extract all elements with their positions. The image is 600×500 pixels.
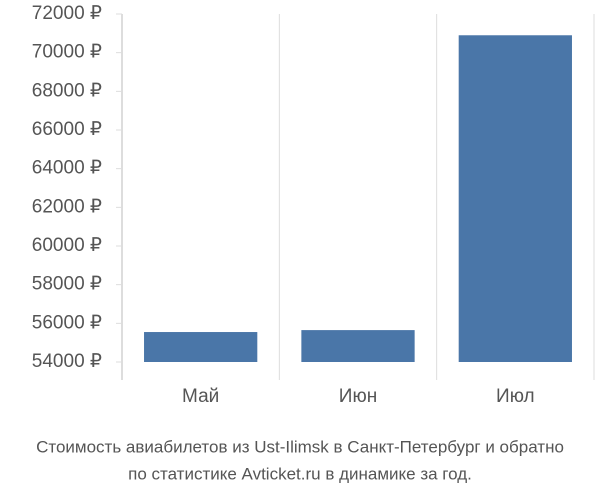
y-tick-label: 58000 ₽ (32, 274, 102, 295)
bar (301, 330, 415, 362)
x-tick-label: Июл (496, 386, 535, 407)
bar (458, 35, 572, 363)
y-tick-label: 72000 ₽ (32, 3, 102, 24)
y-tick-label: 60000 ₽ (32, 235, 102, 256)
y-tick-label: 68000 ₽ (32, 80, 102, 101)
bar (144, 332, 258, 362)
y-tick-label: 64000 ₽ (32, 158, 102, 179)
y-tick-label: 56000 ₽ (32, 312, 102, 333)
x-tick-label: Июн (339, 386, 377, 407)
chart-title: Стоимость авиабилетов из Ust-Ilimsk в Са… (36, 437, 564, 456)
y-tick-label: 66000 ₽ (32, 119, 102, 140)
y-tick-label: 54000 ₽ (32, 351, 102, 372)
x-tick-label: Май (182, 386, 219, 407)
y-tick-label: 70000 ₽ (32, 42, 102, 63)
y-tick-label: 62000 ₽ (32, 196, 102, 217)
chart-subtitle: по статистике Avticket.ru в динамике за … (128, 464, 472, 483)
